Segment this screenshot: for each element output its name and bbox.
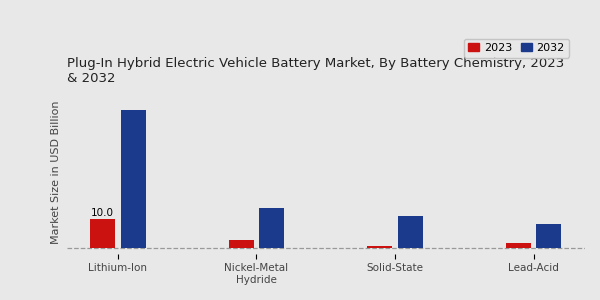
Bar [90,219,115,248]
Bar [536,224,562,248]
Bar [367,246,392,248]
Y-axis label: Market Size in USD Billion: Market Size in USD Billion [51,100,61,244]
Legend: 2023, 2032: 2023, 2032 [464,39,569,58]
Text: Plug-In Hybrid Electric Vehicle Battery Market, By Battery Chemistry, 2023
& 203: Plug-In Hybrid Electric Vehicle Battery … [67,57,564,85]
Bar [259,208,284,248]
Text: 10.0: 10.0 [91,208,114,218]
Bar [121,110,146,248]
Bar [229,240,254,248]
Bar [506,243,531,248]
Bar [398,216,423,248]
